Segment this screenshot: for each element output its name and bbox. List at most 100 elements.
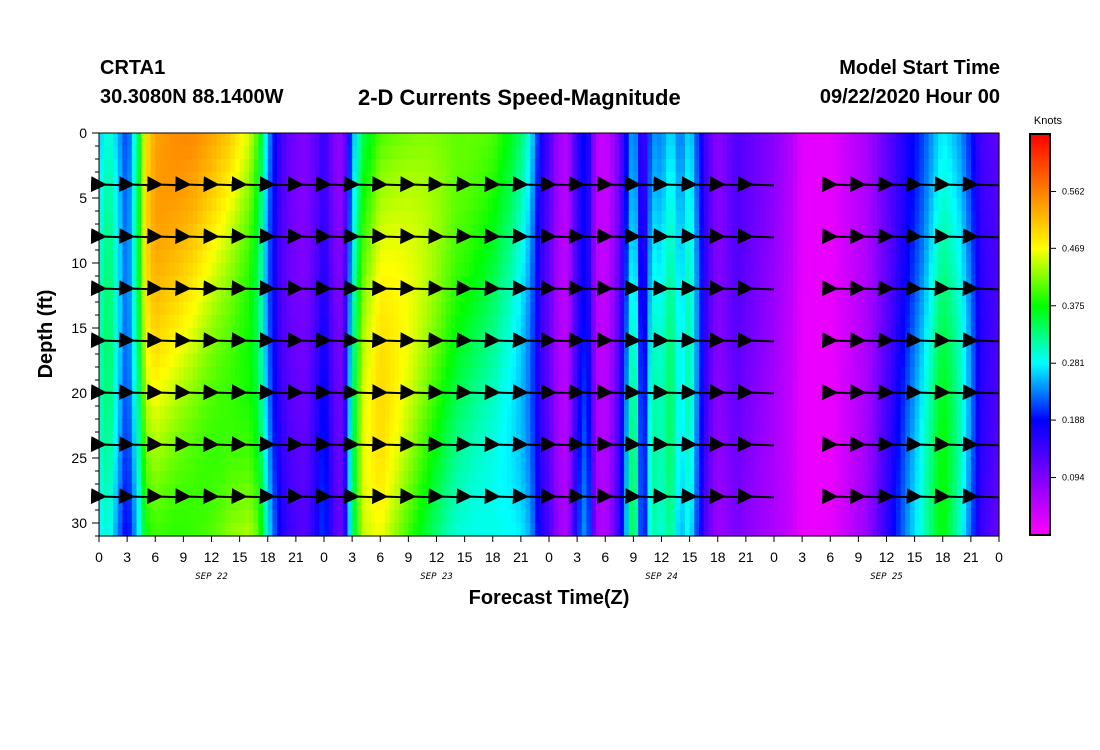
heatmap-cell (675, 510, 681, 524)
heatmap-cell (820, 406, 827, 420)
heatmap-cell (375, 458, 381, 472)
heatmap-cell (202, 250, 208, 264)
heatmap-cell (553, 484, 559, 498)
heatmap-cell (605, 237, 611, 251)
heatmap-cell (305, 432, 311, 446)
heatmap-cell (502, 172, 508, 186)
heatmap-cell (159, 172, 166, 186)
heatmap-cell (745, 393, 752, 407)
heatmap-cell (99, 198, 105, 212)
heatmap-cell (600, 133, 606, 147)
heatmap-cell (474, 458, 480, 472)
heatmap-cell (352, 432, 358, 446)
heatmap-cell (342, 315, 349, 329)
heatmap-cell (300, 510, 306, 524)
heatmap-cell (792, 224, 799, 238)
heatmap-cell (539, 458, 545, 472)
heatmap-cell (516, 328, 522, 342)
heatmap-cell (666, 445, 672, 459)
heatmap-cell (291, 523, 297, 537)
heatmap-cell (375, 393, 381, 407)
heatmap-cell (806, 133, 813, 147)
heatmap-cell (384, 302, 391, 316)
heatmap-cell (806, 380, 813, 394)
heatmap-cell (539, 367, 545, 381)
heatmap-cell (553, 302, 559, 316)
heatmap-cell (253, 367, 259, 381)
heatmap-cell (127, 172, 133, 186)
heatmap-cell (324, 497, 330, 511)
heatmap-cell (300, 380, 306, 394)
heatmap-cell (338, 289, 344, 303)
heatmap-cell (239, 419, 245, 433)
heatmap-cell (525, 432, 531, 446)
heatmap-cell (797, 146, 803, 160)
heatmap-cell (230, 419, 236, 433)
heatmap-cell (834, 185, 841, 199)
heatmap-cell (413, 146, 419, 160)
heatmap-cell (174, 445, 180, 459)
heatmap-cell (516, 510, 522, 524)
heatmap-cell (708, 133, 714, 147)
heatmap-cell (680, 497, 686, 511)
heatmap-cell (380, 172, 386, 186)
heatmap-cell (769, 146, 775, 160)
heatmap-cell (708, 393, 714, 407)
heatmap-cell (192, 289, 199, 303)
heatmap-cell (605, 250, 611, 264)
heatmap-cell (703, 458, 709, 472)
heatmap-cell (183, 172, 189, 186)
heatmap-cell (684, 393, 691, 407)
heatmap-cell (825, 341, 831, 355)
heatmap-cell (849, 484, 855, 498)
heatmap-cell (417, 497, 424, 511)
heatmap-cell (624, 510, 630, 524)
heatmap-cell (488, 172, 494, 186)
heatmap-cell (502, 263, 508, 277)
heatmap-cell (684, 276, 691, 290)
heatmap-cell (136, 172, 142, 186)
heatmap-cell (230, 250, 236, 264)
heatmap-cell (455, 341, 461, 355)
heatmap-cell (802, 497, 808, 511)
heatmap-cell (750, 432, 756, 446)
heatmap-cell (417, 419, 424, 433)
heatmap-cell (333, 419, 339, 433)
heatmap-cell (591, 367, 597, 381)
heatmap-cell (830, 224, 836, 238)
heatmap-cell (502, 393, 508, 407)
heatmap-cell (661, 224, 667, 238)
heatmap-cell (249, 146, 255, 160)
heatmap-cell (295, 458, 302, 472)
heatmap-cell (488, 237, 494, 251)
heatmap-cell (567, 484, 574, 498)
heatmap-cell (333, 341, 339, 355)
heatmap-cell (455, 419, 461, 433)
heatmap-cell (586, 393, 592, 407)
heatmap-cell (675, 380, 681, 394)
heatmap-cell (300, 315, 306, 329)
heatmap-cell (319, 393, 325, 407)
heatmap-cell (380, 484, 386, 498)
heatmap-cell (624, 237, 630, 251)
heatmap-cell (563, 224, 569, 238)
heatmap-cell (474, 380, 480, 394)
heatmap-cell (539, 419, 545, 433)
heatmap-cell (328, 328, 334, 342)
heatmap-cell (703, 263, 709, 277)
heatmap-cell (783, 289, 789, 303)
heatmap-cell (436, 289, 442, 303)
heatmap-cell (506, 484, 513, 498)
heatmap-cell (492, 432, 499, 446)
heatmap-cell (839, 172, 845, 186)
heatmap-cell (670, 367, 677, 381)
heatmap-cell (220, 458, 227, 472)
heatmap-cell (342, 185, 349, 199)
heatmap-cell (642, 393, 649, 407)
heatmap-cell (731, 458, 738, 472)
heatmap-cell (717, 185, 724, 199)
heatmap-cell (516, 523, 522, 537)
heatmap-cell (394, 146, 400, 160)
heatmap-cell (178, 198, 184, 212)
heatmap-cell (216, 250, 222, 264)
